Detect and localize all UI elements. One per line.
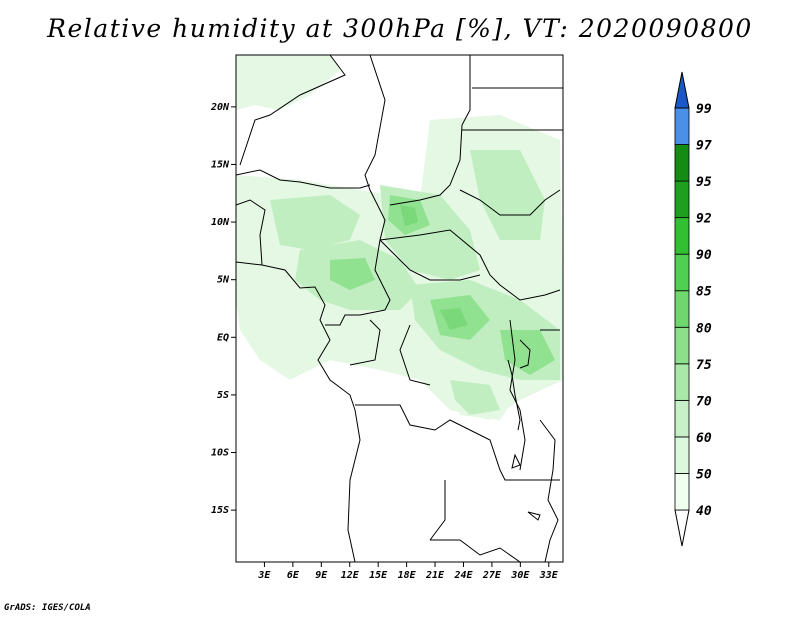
lat-tick-label: 5S [217, 390, 229, 401]
lakes [507, 339, 541, 521]
rh-core-2 [330, 258, 375, 290]
lon-tick-label: 21E [425, 570, 445, 581]
colorbar-segment [674, 326, 690, 365]
colorbar-over-triangle [674, 71, 690, 109]
colorbar-segment [674, 290, 690, 328]
colorbar-segment [674, 107, 690, 145]
colorbar-label: 85 [696, 285, 712, 300]
humidity-shading [236, 55, 563, 420]
rh-area-north-west [236, 55, 340, 110]
colorbar-label: 40 [696, 504, 712, 519]
colorbar-label: 90 [696, 248, 712, 263]
lon-tick-label: 18E [398, 570, 417, 581]
rh-core-4 [500, 330, 555, 375]
colorbar: 40 50 60 70 75 80 85 90 92 95 97 99 [674, 71, 712, 547]
grads-credit: GrADS: IGES/COLA [4, 603, 91, 613]
map-frame [235, 54, 564, 563]
rh-core-5 [400, 205, 418, 226]
lon-tick-label: 24E [453, 570, 473, 581]
lon-tick-label: 3E [257, 570, 271, 581]
colorbar-under-triangle [674, 509, 690, 547]
lon-tick-label: 9E [315, 570, 328, 581]
colorbar-label: 75 [696, 358, 712, 373]
lat-tick-label: 5N [217, 275, 230, 286]
lon-tick-label: 12E [341, 570, 360, 581]
rh-area-nigeria [270, 195, 360, 250]
rh-area-east [470, 150, 545, 240]
colorbar-segment [674, 217, 690, 255]
longitude-axis: 3E 6E 9E 12E 15E 18E 21E 24E 27E 30E 33E [257, 562, 559, 581]
lat-tick-label: 10S [211, 448, 229, 459]
lat-tick-label: 20N [210, 102, 230, 113]
colorbar-segment [674, 144, 690, 182]
lat-tick-label: 10N [211, 217, 230, 228]
lon-tick-label: 6E [287, 570, 300, 581]
lon-tick-label: 27E [482, 570, 502, 581]
colorbar-label: 95 [696, 175, 712, 190]
colorbar-label: 80 [696, 321, 712, 336]
colorbar-label: 99 [696, 102, 712, 117]
latitude-axis: 20N 15N 10N 5N EQ 5S 10S 15S [210, 102, 236, 516]
rh-area-drc-south [450, 380, 500, 415]
rh-core-6 [440, 308, 468, 330]
lon-tick-label: 15E [369, 570, 388, 581]
colorbar-segment [674, 436, 690, 474]
colorbar-label: 50 [696, 467, 712, 482]
colorbar-label: 70 [696, 394, 712, 409]
lon-tick-label: 33E [539, 570, 559, 581]
colorbar-segment [674, 473, 690, 511]
colorbar-segment [674, 399, 690, 438]
colorbar-segment [674, 363, 690, 401]
colorbar-label: 97 [696, 139, 712, 154]
colorbar-segment [674, 253, 690, 292]
map-title: Relative humidity at 300hPa [%], VT: 202… [47, 14, 753, 43]
colorbar-segment [674, 180, 690, 219]
lat-tick-label: 15S [211, 505, 229, 516]
lat-tick-label: 15N [211, 159, 230, 170]
country-borders [236, 55, 563, 562]
lon-tick-label: 30E [510, 570, 530, 581]
colorbar-label: 60 [696, 431, 712, 446]
colorbar-label: 92 [696, 212, 712, 227]
lat-tick-label: EQ [217, 332, 229, 343]
